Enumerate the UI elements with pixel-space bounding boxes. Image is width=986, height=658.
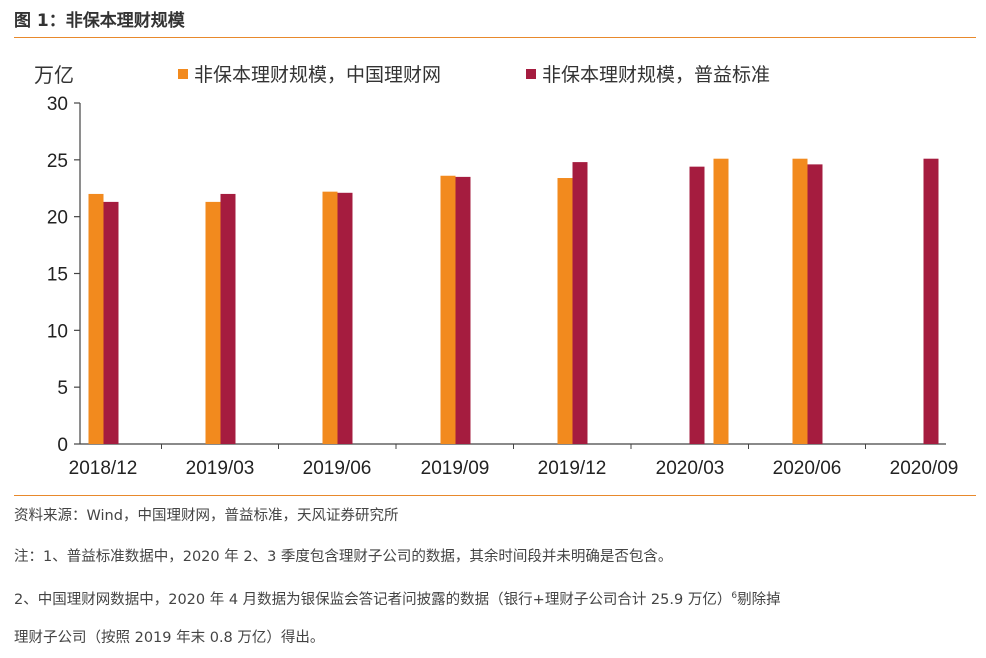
bar-pybz — [337, 192, 353, 444]
legend-swatch — [526, 69, 536, 79]
x-tick-label: 2020/06 — [773, 458, 842, 479]
footnote-marker: 6 — [731, 591, 738, 602]
bar-zglcw — [557, 178, 573, 444]
bar-pybz — [572, 162, 588, 444]
note-line-2-tail: 剔除掉 — [737, 592, 781, 608]
note-line-3: 理财子公司（按照 2019 年末 0.8 万亿）得出。 — [14, 630, 325, 646]
x-tick-label: 2019/09 — [421, 458, 490, 479]
legend-swatch — [178, 69, 188, 79]
bar-pybz — [220, 193, 236, 444]
y-tick-label: 25 — [47, 151, 68, 172]
x-tick-label: 2020/03 — [656, 458, 725, 479]
x-tick-label: 2018/12 — [69, 458, 138, 479]
x-tick-label: 2019/06 — [303, 458, 372, 479]
bar-zglcw — [88, 193, 104, 444]
y-tick-label: 30 — [47, 94, 68, 115]
legend-label: 非保本理财规模，普益标准 — [542, 64, 770, 86]
y-tick-label: 0 — [57, 435, 68, 456]
figure-title: 图 1：非保本理财规模 — [14, 11, 185, 31]
bar-zglcw — [440, 175, 456, 444]
bar-zglcw — [322, 191, 338, 444]
bar-chart: 万亿 非保本理财规模，中国理财网 非保本理财规模，普益标准 0 5 10 15 20 25 30 2… — [34, 64, 959, 479]
note-line-1: 注：1、普益标准数据中，2020 年 2、3 季度包含理财子公司的数据，其余时间… — [14, 549, 673, 565]
y-tick-label: 10 — [47, 321, 68, 342]
x-tick-label: 2019/12 — [538, 458, 607, 479]
bar-zglcw — [713, 158, 729, 444]
x-tick-label: 2020/09 — [890, 458, 959, 479]
bar-pybz — [455, 176, 471, 444]
y-tick-label: 15 — [47, 265, 68, 286]
source-divider — [14, 495, 976, 496]
legend-label: 非保本理财规模，中国理财网 — [194, 64, 441, 86]
y-tick-label: 5 — [57, 378, 68, 399]
y-tick-label: 20 — [47, 208, 68, 229]
bar-pybz — [103, 201, 119, 444]
bar-pybz — [689, 166, 705, 445]
note-line-2-text: 2、中国理财网数据中，2020 年 4 月数据为银保监会答记者问披露的数据（银行… — [14, 592, 732, 608]
x-tick-label: 2019/03 — [186, 458, 255, 479]
title-divider — [14, 37, 976, 38]
bar-pybz — [923, 158, 939, 444]
source-note: 资料来源：Wind，中国理财网，普益标准，天风证券研究所 — [14, 508, 399, 524]
y-unit-label: 万亿 — [34, 64, 74, 87]
bar-zglcw — [205, 201, 221, 444]
note-line-2: 2、中国理财网数据中，2020 年 4 月数据为银保监会答记者问披露的数据（银行… — [14, 588, 781, 609]
bar-pybz — [807, 164, 823, 444]
bar-zglcw — [792, 158, 808, 444]
